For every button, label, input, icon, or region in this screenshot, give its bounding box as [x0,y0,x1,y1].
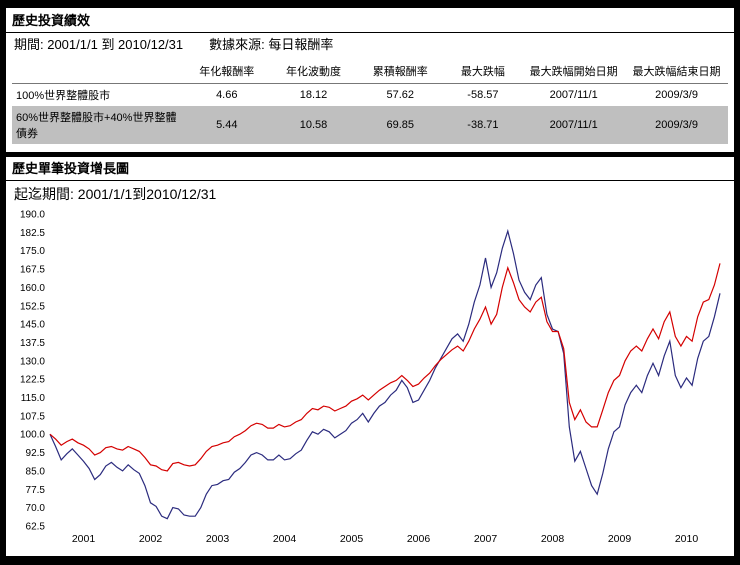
svg-text:160.0: 160.0 [20,283,45,294]
title-divider [6,32,734,33]
col-header-annual-return: 年化報酬率 [183,60,271,84]
svg-text:190.0: 190.0 [20,210,45,221]
svg-text:115.0: 115.0 [21,393,46,404]
col-header-cumulative-return: 累積報酬率 [356,60,444,84]
table-row-stock: 100%世界整體股市 4.66 18.12 57.62 -58.57 2007/… [12,84,728,107]
svg-text:2010: 2010 [675,533,699,545]
legend-item-balanced: —60%世界整體股市+40%世界整體債券 169.8 [363,556,728,565]
cell-annual-return: 4.66 [216,89,238,101]
svg-text:2006: 2006 [407,533,431,545]
empty-header-cell [12,60,184,84]
svg-text:62.5: 62.5 [26,522,46,533]
svg-text:145.0: 145.0 [20,320,45,331]
legend-label-group: —100%世界整體股市 [12,556,147,565]
svg-text:100.0: 100.0 [20,430,45,441]
chart-period: 起迄期間: 2001/1/1到2010/12/31 [14,186,217,202]
col-header-drawdown-start: 最大跌幅開始日期 [522,60,626,84]
period-text: 期間: 2001/1/1 到 2010/12/31 [14,37,184,52]
cell-max-drawdown: -38.71 [467,119,499,131]
growth-chart: 62.5 70.0 77.5 85.0 92.5 100.0 107.5 115.0 122.5… [12,206,728,550]
cell-cumulative-return: 57.62 [386,89,414,101]
section-divider [6,152,734,157]
data-source-text: 數據來源: 每日報酬率 [209,37,334,52]
svg-text:2003: 2003 [206,533,230,545]
cell-drawdown-start: 2007/11/1 [549,119,598,131]
svg-text:137.5: 137.5 [20,338,45,349]
svg-text:2001: 2001 [72,533,96,545]
col-header-drawdown-end: 最大跌幅結束日期 [625,60,728,84]
series-1-dash: — [363,558,377,565]
svg-text:2009: 2009 [608,533,632,545]
col-header-annual-volatility: 年化波動度 [270,60,357,84]
row-label: 60%世界整體股市+40%世界整體債券 [16,112,177,140]
series-0-label: 100%世界整體股市 [27,558,147,565]
svg-text:85.0: 85.0 [26,466,46,477]
svg-text:2004: 2004 [273,533,297,545]
svg-text:77.5: 77.5 [26,485,46,496]
period-line: 期間: 2001/1/1 到 2010/12/31 數據來源: 每日報酬率 [14,36,728,54]
cell-annual-volatility: 18.12 [299,89,328,101]
table-header-row: 年化報酬率 年化波動度 累積報酬率 最大跌幅 最大跌幅開始日期 最大跌幅結束日期 [12,60,728,84]
table-row-balanced: 60%世界整體股市+40%世界整體債券 5.44 10.58 69.85 -38… [12,106,728,144]
svg-text:92.5: 92.5 [26,448,46,459]
legend-label-group: —60%世界整體股市+40%世界整體債券 [363,556,610,565]
svg-text:2007: 2007 [474,533,498,545]
svg-text:2008: 2008 [541,533,565,545]
svg-text:182.5: 182.5 [20,228,45,239]
cell-drawdown-start: 2007/11/1 [549,89,598,101]
series-0-final-value: 157.6 [314,556,349,565]
svg-text:107.5: 107.5 [20,411,45,422]
chart-legend: —100%世界整體股市 157.6 —60%世界整體股市+40%世界整體債券 1… [12,556,728,565]
svg-text:2005: 2005 [340,533,364,545]
performance-table: 年化報酬率 年化波動度 累積報酬率 最大跌幅 最大跌幅開始日期 最大跌幅結束日期… [12,60,728,144]
series-1-label: 60%世界整體股市+40%世界整體債券 [378,558,610,565]
title-divider [6,180,734,181]
svg-text:122.5: 122.5 [20,375,45,386]
cell-cumulative-return: 69.85 [386,119,414,131]
svg-text:167.5: 167.5 [20,265,45,276]
cell-drawdown-end: 2009/3/9 [655,119,698,131]
svg-text:152.5: 152.5 [20,301,45,312]
cell-annual-volatility: 10.58 [299,119,328,131]
line-chart-svg: 62.5 70.0 77.5 85.0 92.5 100.0 107.5 115.0 122.5… [20,210,721,545]
svg-text:130.0: 130.0 [20,356,45,367]
legend-item-stock: —100%世界整體股市 157.6 [12,556,363,565]
series-0-dash: — [12,558,26,565]
svg-text:175.0: 175.0 [20,246,45,257]
cell-drawdown-end: 2009/3/9 [655,89,698,101]
growth-section-title: 歷史單筆投資增長圖 [12,161,130,176]
svg-text:2002: 2002 [139,533,163,545]
cell-annual-return: 5.44 [216,119,238,131]
series-1-final-value: 169.8 [693,556,728,565]
col-header-max-drawdown: 最大跌幅 [443,60,523,84]
performance-section-title: 歷史投資績效 [12,13,91,28]
cell-max-drawdown: -58.57 [467,89,499,101]
svg-text:70.0: 70.0 [26,503,46,514]
row-label: 100%世界整體股市 [16,90,111,102]
